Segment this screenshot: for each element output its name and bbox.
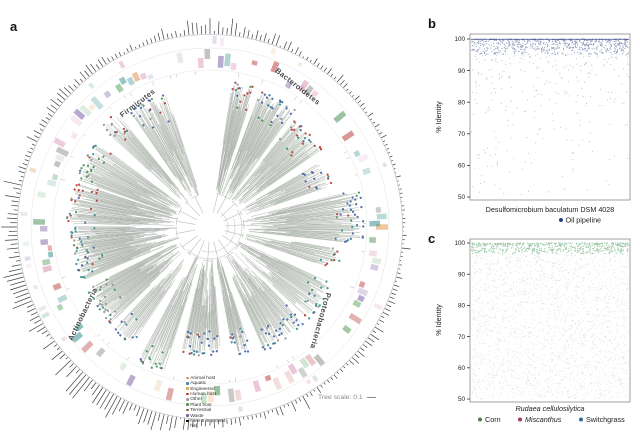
y-axis-label: % Identity (434, 304, 443, 336)
legend-label-corn: Corn (485, 415, 501, 424)
scatter-dot-group (471, 253, 629, 400)
legend-marker-switchgrass (579, 417, 583, 422)
y-tick-label: 80 (458, 303, 466, 310)
legend-marker-miscanthus (518, 417, 522, 422)
scatter-dot-group (471, 253, 629, 399)
scatter-dot-group (471, 38, 629, 55)
tree-tip-dots (72, 85, 361, 369)
panel-a-letter: a (10, 19, 18, 34)
y-tick-label: 90 (458, 271, 466, 278)
isolation-source-legend: Animal host Aquatic Engineered Human host Ot… (186, 376, 230, 430)
legend-item-label: Waste (190, 413, 204, 419)
tree-scale-label: Tree scale: 0.1 (318, 394, 363, 401)
legend-marker-corn (478, 417, 482, 422)
scatter-plot-oil-pipeline: 100 90 80 70 60 50 % Identity Desulfomicrobiu… (434, 33, 631, 225)
y-tick-label: 50 (458, 396, 466, 403)
y-tick-label: 70 (458, 131, 466, 138)
legend-marker (186, 408, 189, 412)
legend-marker (186, 398, 189, 401)
legend-item: Waste (186, 414, 230, 419)
legend-label-switchgrass: Switchgrass (586, 415, 625, 424)
legend-label-oil-pipeline: Oil pipeline (566, 216, 602, 225)
scatter-points (470, 242, 629, 400)
tree-scale-bar (366, 397, 376, 398)
scatter-dot-group (470, 242, 629, 255)
y-axis-label: % Identity (434, 101, 443, 133)
legend-marker (186, 392, 189, 396)
tree-scale: Tree scale: 0.1 (318, 394, 376, 401)
circular-phylogenetic-tree (1, 18, 411, 431)
legend-item-label: Aquatic (190, 381, 207, 387)
legend-item-label: Human host (190, 392, 217, 398)
tree-tip-dots (66, 83, 364, 357)
y-tick-label: 70 (458, 334, 466, 341)
axes: 100 90 80 70 60 50 (454, 238, 631, 403)
legend-item-label: Engineered (190, 386, 215, 392)
legend-marker (186, 419, 189, 423)
legend-item-label: New & improved hits (190, 418, 226, 430)
legend-item: Animal host (186, 376, 230, 381)
legend-marker (186, 414, 189, 417)
legend-marker-oil-pipeline (559, 218, 563, 222)
y-tick-label: 60 (458, 365, 466, 372)
legend-item: New & improved hits (186, 419, 230, 430)
y-tick-label: 100 (454, 240, 465, 247)
legend-item-label: Plant host (190, 402, 212, 408)
legend-item-label: Animal host (190, 376, 216, 381)
legend-marker (186, 387, 189, 390)
legend-item-label: Terrestrial (190, 408, 212, 414)
scatter-dot-group (471, 253, 629, 400)
scatter-points (471, 38, 629, 195)
tree-tip-dots (66, 89, 354, 370)
panel-b-letter: b (428, 16, 436, 31)
legend-item: Aquatic (186, 381, 230, 386)
legend-item-label: Other (190, 397, 203, 403)
legend-item: Human host (186, 392, 230, 397)
axes: 100 90 80 70 60 50 (454, 33, 631, 201)
legend-marker (186, 403, 189, 407)
y-tick-label: 60 (458, 163, 466, 170)
scatter-dot-group (471, 53, 629, 195)
legend-marker (186, 382, 189, 385)
panel-c-letter: c (428, 231, 436, 246)
legend-item: Terrestrial (186, 408, 230, 413)
y-tick-label: 50 (458, 194, 466, 201)
legend-item: Other (186, 397, 230, 402)
y-tick-label: 90 (458, 68, 466, 75)
legend-item: Plant host (186, 403, 230, 408)
y-tick-label: 80 (458, 99, 466, 106)
scatter-dot-group (471, 253, 629, 400)
y-tick-label: 100 (454, 36, 465, 43)
scatter-plot-rudaea: 100 90 80 70 60 50 % Identity Rudaea cellulos… (434, 238, 631, 424)
legend-marker (186, 376, 189, 380)
x-axis-label: Rudaea cellulosilytica (515, 404, 584, 413)
tree-tip-dots (77, 86, 365, 361)
legend-item: Engineered (186, 387, 230, 392)
legend-label-miscanthus: Miscanthus (525, 415, 562, 424)
x-axis-label: Desulfomicrobium baculatum DSM 4028 (486, 205, 615, 214)
